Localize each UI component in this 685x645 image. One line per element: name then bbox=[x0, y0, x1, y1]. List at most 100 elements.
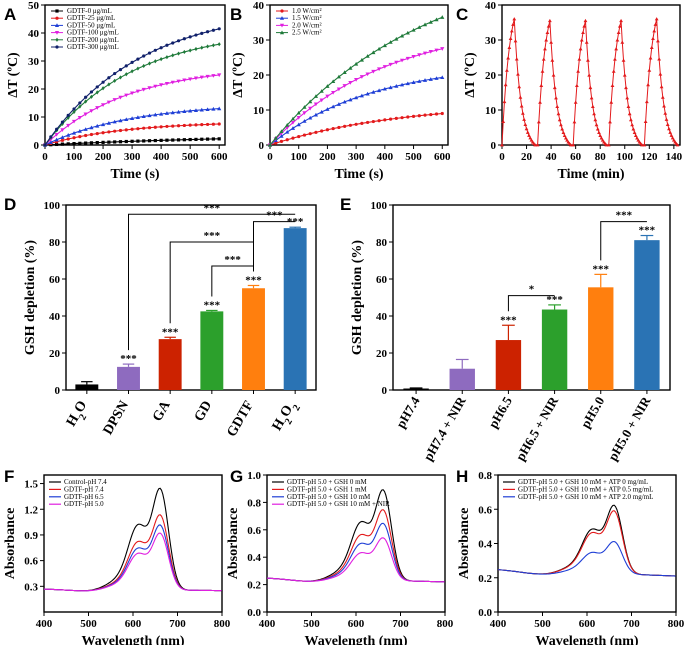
data-point bbox=[89, 132, 94, 137]
data-point bbox=[511, 22, 515, 26]
y-tick-label: 30 bbox=[253, 35, 265, 47]
data-point bbox=[78, 141, 82, 145]
significance-label: *** bbox=[287, 216, 304, 228]
data-point bbox=[509, 29, 514, 33]
data-point bbox=[129, 116, 135, 120]
category-label: pH6.5 + NIR bbox=[513, 393, 562, 463]
data-point bbox=[365, 54, 370, 58]
data-point bbox=[89, 94, 94, 99]
x-tick-label: 400 bbox=[377, 151, 394, 163]
series-line bbox=[43, 532, 222, 592]
legend-label: GDTF-pH 5.0 bbox=[64, 500, 104, 508]
data-point bbox=[582, 24, 587, 28]
significance-label: *** bbox=[593, 263, 610, 275]
data-point bbox=[291, 136, 295, 140]
legend-label: 2.5 W/cm² bbox=[292, 29, 322, 37]
legend-label: 2.0 W/cm² bbox=[292, 21, 322, 29]
data-point bbox=[336, 74, 342, 79]
data-point bbox=[561, 130, 566, 135]
data-point bbox=[205, 30, 210, 34]
data-point bbox=[130, 60, 134, 64]
data-point bbox=[153, 138, 157, 143]
y-tick-label: 0.9 bbox=[24, 530, 38, 542]
category-label-part: O bbox=[72, 398, 90, 415]
legend-label: GDTF-pH 5.0 + GSH 1 mM bbox=[287, 485, 368, 493]
data-point bbox=[217, 73, 222, 78]
x-tick-label: 100 bbox=[66, 151, 83, 163]
data-point bbox=[508, 36, 513, 41]
bracket-label: *** bbox=[204, 230, 221, 242]
data-point bbox=[193, 108, 199, 112]
data-point bbox=[165, 43, 169, 47]
category-label-part: GD bbox=[192, 399, 215, 425]
y-tick-label: 20 bbox=[49, 348, 61, 360]
x-tick-label: 800 bbox=[437, 618, 454, 630]
data-point bbox=[188, 48, 192, 53]
legend-label: GDTF-pH 5.0 + GSH 10 mM bbox=[287, 493, 371, 501]
data-point bbox=[60, 120, 65, 124]
data-point bbox=[535, 143, 540, 147]
y-tick-label: 60 bbox=[376, 274, 388, 286]
data-point bbox=[106, 100, 111, 105]
x-tick-label: 800 bbox=[214, 618, 231, 630]
data-point bbox=[83, 112, 88, 117]
data-point bbox=[559, 122, 563, 127]
series-line bbox=[266, 509, 445, 583]
data-point bbox=[188, 35, 192, 39]
x-tick-label: 40 bbox=[546, 151, 558, 163]
data-point bbox=[520, 111, 525, 115]
data-point bbox=[658, 72, 663, 76]
data-point bbox=[382, 43, 387, 48]
y-tick-label: 0.8 bbox=[478, 470, 492, 482]
series-line bbox=[497, 510, 676, 577]
data-point bbox=[135, 89, 141, 94]
y-tick-label: 80 bbox=[49, 237, 61, 249]
data-point bbox=[124, 117, 129, 122]
y-tick-label: 0.4 bbox=[478, 539, 492, 551]
bar bbox=[403, 388, 429, 390]
data-point bbox=[107, 140, 111, 144]
data-point bbox=[182, 78, 187, 83]
series-line bbox=[269, 112, 443, 146]
data-point bbox=[538, 100, 542, 104]
data-point bbox=[568, 143, 573, 147]
y-tick-label: 0.0 bbox=[247, 607, 261, 619]
bar bbox=[200, 311, 224, 390]
data-point bbox=[159, 46, 163, 50]
data-point bbox=[502, 99, 507, 104]
panel-label: B bbox=[230, 5, 242, 24]
data-point bbox=[164, 111, 170, 115]
data-point bbox=[84, 141, 88, 145]
data-point bbox=[60, 135, 65, 139]
data-point bbox=[147, 86, 152, 90]
y-axis-label: GSH depletion (%) bbox=[23, 240, 38, 355]
data-point bbox=[544, 38, 549, 42]
data-point bbox=[624, 85, 628, 90]
x-tick-label: 0 bbox=[42, 151, 48, 163]
x-tick-label: 800 bbox=[668, 618, 685, 630]
data-point bbox=[182, 37, 186, 41]
data-point bbox=[653, 22, 658, 26]
bracket-label: *** bbox=[204, 202, 221, 214]
data-point bbox=[371, 50, 376, 55]
data-point bbox=[428, 77, 433, 81]
data-point bbox=[188, 77, 193, 82]
category-label-part: 2 bbox=[283, 417, 295, 427]
bar bbox=[117, 366, 140, 390]
x-tick-label: 200 bbox=[95, 151, 112, 163]
bar bbox=[541, 309, 568, 390]
data-point bbox=[55, 142, 59, 147]
x-tick-label: 500 bbox=[182, 151, 199, 163]
data-point bbox=[354, 95, 359, 100]
y-tick-label: 1.5 bbox=[24, 479, 38, 491]
data-point bbox=[95, 90, 99, 95]
y-tick-label: 0.6 bbox=[478, 504, 492, 516]
data-point bbox=[388, 85, 393, 90]
data-point bbox=[319, 89, 324, 93]
y-tick-label: 0.0 bbox=[478, 607, 492, 619]
data-point bbox=[147, 113, 152, 118]
y-tick-label: 0.3 bbox=[24, 581, 38, 593]
data-point bbox=[194, 33, 198, 37]
y-tick-label: 30 bbox=[485, 35, 497, 47]
y-tick-label: 40 bbox=[253, 0, 265, 12]
